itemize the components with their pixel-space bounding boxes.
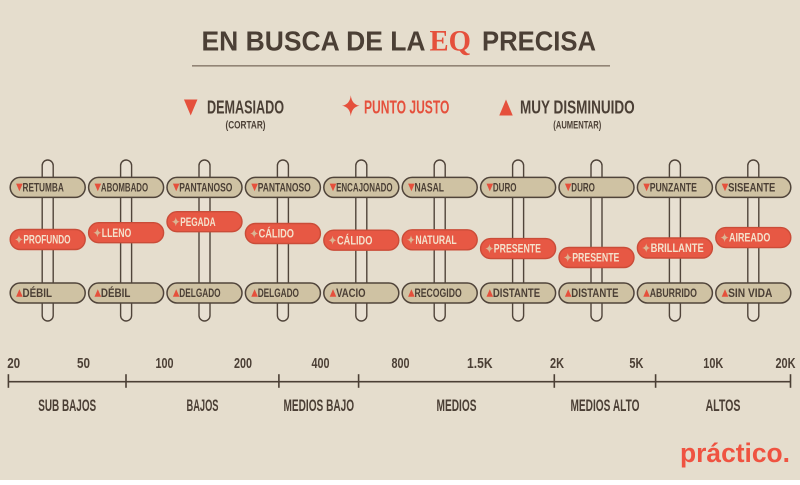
svg-text:(CORTAR): (CORTAR) (226, 119, 266, 131)
svg-text:AIREADO: AIREADO (729, 231, 770, 245)
svg-text:50: 50 (77, 355, 90, 372)
svg-text:ABURRIDO: ABURRIDO (650, 286, 697, 300)
svg-text:2K: 2K (550, 355, 564, 372)
svg-text:(AUMENTAR): (AUMENTAR) (553, 119, 601, 131)
svg-text:SISEANTE: SISEANTE (728, 181, 775, 195)
svg-text:NASAL: NASAL (415, 181, 445, 195)
svg-text:PANTANOSO: PANTANOSO (179, 181, 232, 195)
svg-text:10K: 10K (703, 355, 723, 372)
svg-text:NATURAL: NATURAL (415, 233, 456, 247)
svg-text:PRESENTE: PRESENTE (494, 242, 541, 256)
svg-text:DURO: DURO (493, 181, 517, 195)
svg-text:BRILLANTE: BRILLANTE (651, 241, 704, 255)
svg-text:DISTANTE: DISTANTE (493, 286, 540, 300)
svg-text:MEDIOS ALTO: MEDIOS ALTO (571, 397, 640, 415)
svg-text:VACIO: VACIO (336, 286, 366, 300)
svg-text:BAJOS: BAJOS (187, 397, 219, 415)
svg-text:PEGADA: PEGADA (180, 215, 216, 229)
svg-text:CÁLIDO: CÁLIDO (337, 233, 372, 247)
svg-text:ABOMBADO: ABOMBADO (101, 181, 148, 195)
svg-text:RECOGIDO: RECOGIDO (415, 286, 462, 300)
svg-text:EN BUSCA DE LA: EN BUSCA DE LA (202, 26, 426, 57)
svg-text:DEMASIADO: DEMASIADO (207, 97, 284, 118)
svg-text:20K: 20K (776, 355, 796, 372)
svg-text:ALTOS: ALTOS (706, 397, 741, 415)
svg-text:ENCAJONADO: ENCAJONADO (336, 181, 393, 195)
svg-text:CÁLIDO: CÁLIDO (259, 227, 294, 241)
svg-text:200: 200 (234, 355, 252, 372)
svg-text:práctico.: práctico. (680, 438, 790, 468)
svg-text:400: 400 (312, 355, 330, 372)
svg-text:PRECISA: PRECISA (482, 26, 596, 57)
svg-text:RETUMBA: RETUMBA (23, 181, 65, 195)
svg-text:PROFUNDO: PROFUNDO (23, 233, 70, 247)
svg-text:LLENO: LLENO (102, 226, 132, 240)
svg-text:SIN VIDA: SIN VIDA (728, 286, 773, 300)
svg-text:DÉBIL: DÉBIL (23, 286, 53, 300)
svg-text:5K: 5K (629, 355, 643, 372)
svg-text:DELGADO: DELGADO (258, 286, 299, 300)
svg-text:MEDIOS: MEDIOS (437, 397, 477, 415)
svg-text:800: 800 (392, 355, 410, 372)
svg-text:EQ: EQ (430, 26, 472, 58)
svg-text:DISTANTE: DISTANTE (571, 286, 618, 300)
svg-text:DURO: DURO (571, 181, 595, 195)
svg-text:MEDIOS BAJO: MEDIOS BAJO (284, 397, 355, 415)
svg-text:PRESENTE: PRESENTE (572, 251, 619, 265)
svg-text:MUY DISMINUIDO: MUY DISMINUIDO (520, 97, 635, 118)
svg-text:PUNZANTE: PUNZANTE (650, 181, 697, 195)
svg-text:SUB BAJOS: SUB BAJOS (38, 397, 96, 415)
svg-text:PANTANOSO: PANTANOSO (258, 181, 311, 195)
svg-text:DÉBIL: DÉBIL (101, 286, 130, 300)
svg-text:1.5K: 1.5K (467, 355, 493, 372)
svg-text:DELGADO: DELGADO (179, 286, 220, 300)
svg-text:PUNTO JUSTO: PUNTO JUSTO (364, 97, 449, 118)
svg-text:100: 100 (156, 355, 174, 372)
svg-text:20: 20 (7, 355, 20, 372)
